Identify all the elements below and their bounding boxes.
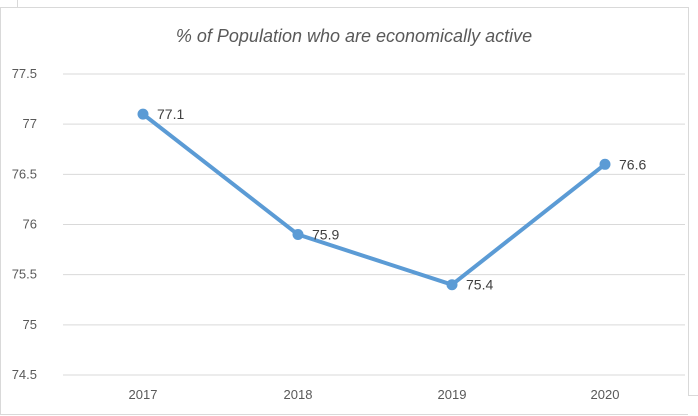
data-point-marker — [137, 108, 149, 120]
x-tick-label: 2020 — [591, 387, 620, 402]
data-label: 75.9 — [312, 227, 339, 243]
y-tick-label: 76 — [23, 217, 37, 232]
chart-border — [0, 7, 689, 415]
data-point-marker — [446, 279, 458, 291]
series-layer — [137, 108, 611, 291]
data-label: 75.4 — [466, 277, 493, 293]
x-tick-label: 2019 — [438, 387, 467, 402]
y-axis-ticks: 77.5 77 76.5 76 75.5 75 74.5 — [12, 66, 37, 382]
grid-layer — [63, 73, 685, 376]
x-axis-ticks: 2017 2018 2019 2020 — [129, 387, 620, 402]
y-tick-label: 74.5 — [12, 367, 37, 382]
bottom-right-frame-stub — [688, 395, 698, 416]
y-tick-label: 75 — [23, 317, 37, 332]
y-tick-label: 77.5 — [12, 66, 37, 81]
data-labels: 77.1 75.9 75.4 76.6 — [157, 106, 646, 293]
chart-title: % of Population who are economically act… — [176, 26, 532, 46]
data-label: 77.1 — [157, 106, 184, 122]
y-tick-label: 76.5 — [12, 166, 37, 181]
x-tick-label: 2017 — [129, 387, 158, 402]
data-label: 76.6 — [619, 156, 646, 172]
data-point-marker — [292, 229, 304, 241]
series-line — [141, 112, 607, 287]
data-point-marker — [599, 158, 611, 170]
x-tick-label: 2018 — [284, 387, 313, 402]
y-tick-label: 75.5 — [12, 267, 37, 282]
y-tick-label: 77 — [23, 116, 37, 131]
